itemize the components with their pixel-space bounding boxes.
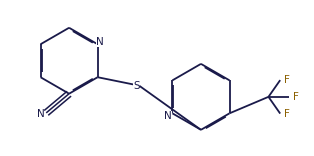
- Text: F: F: [284, 75, 290, 85]
- Text: F: F: [293, 92, 299, 102]
- Text: N: N: [96, 37, 104, 47]
- Text: N: N: [164, 112, 171, 122]
- Text: F: F: [284, 109, 290, 119]
- Text: N: N: [37, 110, 45, 119]
- Text: S: S: [133, 81, 140, 91]
